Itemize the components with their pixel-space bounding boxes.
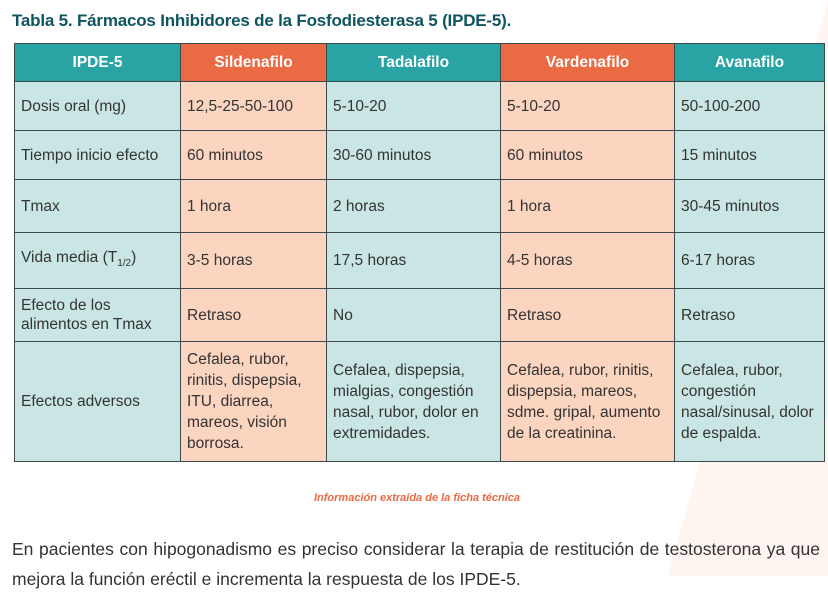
source-note: Información extraída de la ficha técnica <box>313 492 520 504</box>
cell-vardenafilo: 5-10-20 <box>500 81 675 131</box>
cell-sildenafilo: 60 minutos <box>180 130 327 180</box>
cell-avanafilo: Retraso <box>674 288 825 342</box>
cell-sildenafilo: 3-5 horas <box>180 232 327 289</box>
header-avanafilo: Avanafilo <box>674 43 825 82</box>
table-row: Efecto de los alimentos en Tmax Retraso … <box>14 288 825 342</box>
cell-vardenafilo: 4-5 horas <box>500 232 675 289</box>
cell-sildenafilo: 12,5-25-50-100 <box>180 81 327 131</box>
row-label: Dosis oral (mg) <box>14 81 181 131</box>
row-label-main: Vida media (T <box>21 248 118 266</box>
cell-sildenafilo: 1 hora <box>180 179 327 233</box>
table-row: Dosis oral (mg) 12,5-25-50-100 5-10-20 5… <box>14 81 825 131</box>
cell-vardenafilo: 60 minutos <box>500 130 675 180</box>
table-row: Vida media (T1/2) 3-5 horas 17,5 horas 4… <box>14 232 825 289</box>
cell-vardenafilo: Retraso <box>500 288 675 342</box>
cell-tadalafilo: Cefalea, dispepsia, mialgias, congestión… <box>326 341 501 462</box>
header-tadalafilo: Tadalafilo <box>326 43 501 82</box>
cell-vardenafilo: 1 hora <box>500 179 675 233</box>
cell-avanafilo: 50-100-200 <box>674 81 825 131</box>
body-paragraph: En pacientes con hipogonadismo es precis… <box>12 538 820 589</box>
header-sildenafilo: Sildenafilo <box>180 43 327 82</box>
ipde5-table: IPDE-5 Sildenafilo Tadalafilo Vardenafil… <box>14 43 825 462</box>
row-label: Vida media (T1/2) <box>14 232 181 289</box>
table-row: Efectos adversos Cefalea, rubor, rinitis… <box>14 341 825 462</box>
cell-sildenafilo: Cefalea, rubor, rinitis, dispepsia, ITU,… <box>180 341 327 462</box>
cell-tadalafilo: No <box>326 288 501 342</box>
cell-vardenafilo: Cefalea, rubor, rinitis, dispepsia, mare… <box>500 341 675 462</box>
header-ipde5: IPDE-5 <box>14 43 181 82</box>
row-label-subscript: 1/2 <box>117 258 132 270</box>
cell-avanafilo: Cefalea, rubor, congestión nasal/sinusal… <box>674 341 825 462</box>
cell-avanafilo: 6-17 horas <box>674 232 825 289</box>
row-label: Efectos adversos <box>14 341 181 462</box>
cell-avanafilo: 15 minutos <box>674 130 825 180</box>
header-row: IPDE-5 Sildenafilo Tadalafilo Vardenafil… <box>14 43 825 82</box>
document-page: Tabla 5. Fármacos Inhibidores de la Fosf… <box>12 8 825 589</box>
cell-sildenafilo: Retraso <box>180 288 327 342</box>
cell-avanafilo: 30-45 minutos <box>674 179 825 233</box>
table-row: Tiempo inicio efecto 60 minutos 30-60 mi… <box>14 130 825 180</box>
row-label: Tiempo inicio efecto <box>14 130 181 180</box>
row-label: Tmax <box>14 179 181 233</box>
cell-tadalafilo: 17,5 horas <box>326 232 501 289</box>
cell-tadalafilo: 5-10-20 <box>326 81 501 131</box>
row-label: Efecto de los alimentos en Tmax <box>14 288 181 342</box>
row-label-end: ) <box>131 248 137 266</box>
table-row: Tmax 1 hora 2 horas 1 hora 30-45 minutos <box>14 179 825 233</box>
cell-tadalafilo: 30-60 minutos <box>326 130 501 180</box>
cell-tadalafilo: 2 horas <box>326 179 501 233</box>
header-vardenafilo: Vardenafilo <box>500 43 675 82</box>
table-title: Tabla 5. Fármacos Inhibidores de la Fosf… <box>12 11 512 30</box>
